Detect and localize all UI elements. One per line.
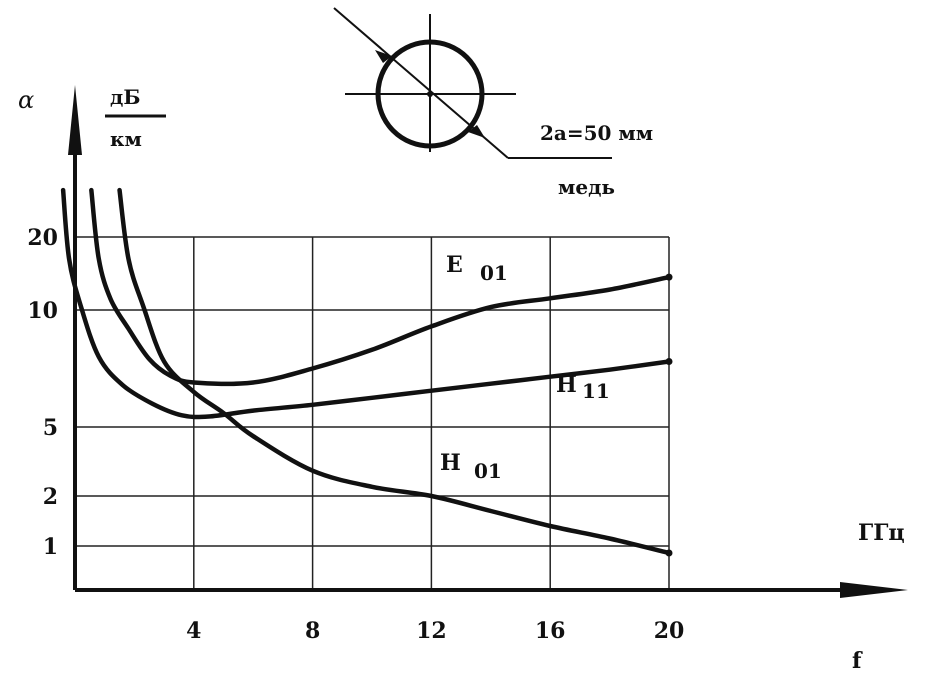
curve-e01 <box>89 187 672 387</box>
x-tick-label: 16 <box>535 618 566 644</box>
svg-text:01: 01 <box>474 459 502 483</box>
y-tick-label: 20 <box>27 225 58 251</box>
x-axis-label: f <box>852 648 863 674</box>
grid <box>75 236 670 590</box>
waveguide-cross-section-icon <box>333 7 612 159</box>
svg-text:E: E <box>446 252 463 278</box>
x-tick-label: 20 <box>654 618 685 644</box>
y-axis-arrow <box>68 85 82 155</box>
material-annotation: медь <box>558 175 615 199</box>
y-axis-symbol: α <box>18 86 34 114</box>
curve-h01 <box>117 187 672 556</box>
y-tick-label: 2 <box>43 484 58 510</box>
series-label-h11: H 11 <box>556 372 610 403</box>
curve-endpoint <box>665 273 673 281</box>
svg-text:H: H <box>556 372 577 398</box>
y-tick-label: 1 <box>43 534 58 560</box>
series-label-e01: E 01 <box>446 252 508 285</box>
x-tick-label: 12 <box>416 618 447 644</box>
curve-h11 <box>60 187 672 420</box>
tick-labels: 20 10 5 2 1 4 8 12 16 20 <box>27 225 684 644</box>
curve-endpoint <box>665 357 673 365</box>
y-tick-label: 5 <box>43 415 58 441</box>
curve-endpoint <box>665 549 673 557</box>
diameter-annotation: 2a=50 мм <box>540 121 653 145</box>
axes <box>68 85 908 598</box>
svg-text:11: 11 <box>582 379 610 403</box>
curves <box>60 187 673 557</box>
x-axis-unit: ГГц <box>858 520 905 546</box>
y-axis-unit-numerator: дБ <box>110 85 140 109</box>
x-tick-label: 4 <box>186 618 201 644</box>
series-label-h01: H 01 <box>440 450 502 483</box>
y-tick-label: 10 <box>27 298 58 324</box>
y-axis-unit-denominator: км <box>110 127 142 151</box>
x-tick-label: 8 <box>305 618 320 644</box>
svg-text:H: H <box>440 450 461 476</box>
svg-text:01: 01 <box>480 261 508 285</box>
x-axis-arrow <box>840 582 908 598</box>
